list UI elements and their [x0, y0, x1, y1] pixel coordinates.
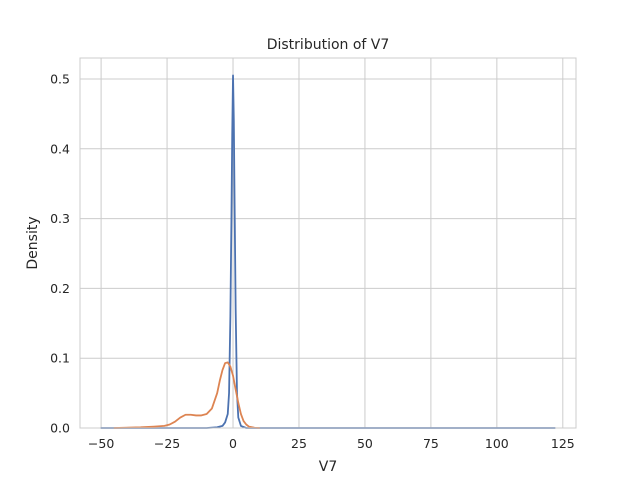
- y-tick-label: 0.0: [50, 421, 70, 436]
- series-group: [100, 74, 556, 429]
- density-line-2: [113, 361, 261, 429]
- x-tick-label: 50: [357, 436, 373, 451]
- x-tick-label: 0: [229, 436, 237, 451]
- x-tick-label: 25: [291, 436, 307, 451]
- y-tick-label: 0.2: [50, 281, 70, 296]
- y-axis-label: Density: [25, 216, 41, 269]
- grid: [80, 58, 576, 429]
- y-tick-label: 0.5: [50, 71, 70, 86]
- x-tick-label: 100: [485, 436, 509, 451]
- tick-labels: −50 −25 0 25 50 75 100 125 0.0 0.1 0.2 0.3 0.4 0.5: [50, 71, 575, 451]
- x-tick-label: 75: [423, 436, 439, 451]
- x-tick-label: −25: [154, 436, 180, 451]
- x-axis-label: V7: [319, 459, 337, 475]
- plot-frame: [79, 57, 577, 429]
- y-tick-label: 0.4: [50, 141, 70, 156]
- density-line-1: [100, 74, 556, 429]
- x-tick-label: −50: [88, 436, 114, 451]
- x-tick-label: 125: [551, 436, 575, 451]
- chart-title: Distribution of V7: [267, 37, 390, 53]
- y-tick-label: 0.1: [50, 351, 70, 366]
- y-tick-label: 0.3: [50, 211, 70, 226]
